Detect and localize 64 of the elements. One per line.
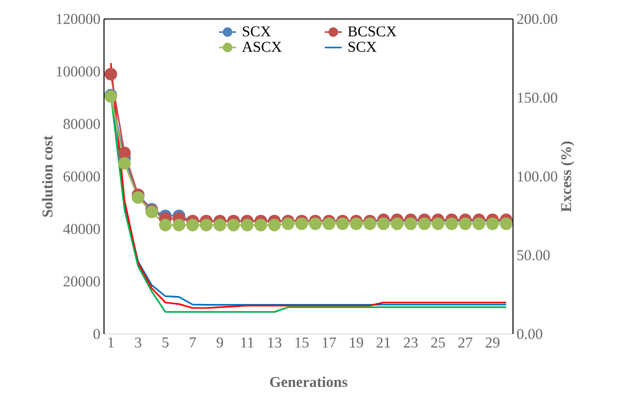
legend-label: BCSCX bbox=[348, 26, 396, 36]
point bbox=[118, 146, 131, 160]
point bbox=[486, 217, 499, 230]
point bbox=[104, 68, 118, 80]
point bbox=[390, 217, 404, 230]
y-tick-label: 80000 bbox=[64, 118, 100, 130]
y2-tick-label: 50.00 bbox=[517, 250, 550, 260]
point bbox=[309, 217, 322, 230]
point bbox=[445, 217, 458, 230]
x-tick-label: 9 bbox=[216, 338, 224, 348]
x-tick-label: 15 bbox=[296, 338, 309, 348]
y-tick-label: 0 bbox=[94, 328, 100, 340]
point bbox=[214, 218, 226, 232]
point bbox=[172, 218, 186, 232]
x-tick-label: 3 bbox=[135, 338, 142, 348]
point bbox=[472, 217, 486, 230]
x-tick-label: 29 bbox=[486, 338, 500, 348]
point bbox=[254, 218, 268, 232]
y-tick-label: 40000 bbox=[63, 224, 100, 234]
point bbox=[227, 218, 240, 232]
y2-tick-label: 150.00 bbox=[518, 92, 558, 103]
point bbox=[336, 217, 349, 230]
x-tick-label: 25 bbox=[431, 338, 445, 348]
y-tick-label: 100000 bbox=[56, 66, 100, 77]
point bbox=[432, 217, 444, 230]
point bbox=[186, 218, 199, 232]
y2-tick-label: 0.00 bbox=[517, 328, 542, 340]
point bbox=[350, 217, 363, 230]
point bbox=[240, 218, 254, 232]
y-tick-label: 120000 bbox=[56, 14, 100, 24]
x-tick-label: 1 bbox=[108, 338, 114, 348]
x-tick-label: 17 bbox=[322, 338, 336, 348]
point bbox=[364, 217, 376, 230]
point bbox=[159, 218, 172, 232]
x-tick-label: 19 bbox=[350, 338, 364, 348]
y-tick-label: 20000 bbox=[64, 276, 100, 287]
point bbox=[500, 217, 512, 230]
y-axis-title: Solution cost bbox=[42, 136, 53, 217]
point bbox=[322, 217, 336, 230]
point bbox=[377, 217, 390, 230]
point bbox=[404, 217, 418, 230]
y2-tick-label: 100.00 bbox=[518, 171, 558, 182]
x-tick-label: 11 bbox=[241, 338, 254, 348]
y2-axis-title: Excess (%) bbox=[560, 142, 574, 212]
x-tick-label: 13 bbox=[268, 338, 282, 348]
y-tick-label: 60000 bbox=[64, 171, 100, 182]
point bbox=[418, 217, 431, 230]
x-tick-label: 23 bbox=[404, 338, 418, 348]
point bbox=[118, 157, 131, 170]
point bbox=[268, 218, 281, 232]
x-tick-label: 21 bbox=[376, 338, 390, 348]
point bbox=[132, 191, 144, 204]
point bbox=[295, 217, 308, 230]
point bbox=[282, 217, 294, 230]
legend-label: ASCX bbox=[242, 42, 282, 52]
x-axis-title: Generations bbox=[270, 376, 348, 388]
legend-label: SCX bbox=[242, 26, 271, 36]
point bbox=[200, 218, 213, 232]
legend-label: SCX bbox=[348, 42, 376, 52]
x-tick-label: 7 bbox=[190, 338, 196, 348]
point bbox=[458, 217, 472, 230]
y2-tick-label: 200.00 bbox=[517, 14, 558, 24]
x-tick-label: 5 bbox=[162, 338, 169, 348]
x-tick-label: 27 bbox=[458, 338, 472, 348]
